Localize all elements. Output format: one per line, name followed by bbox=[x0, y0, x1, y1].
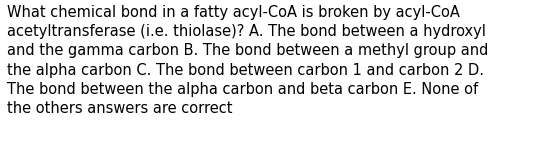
Text: What chemical bond in a fatty acyl-CoA is broken by acyl-CoA
acetyltransferase (: What chemical bond in a fatty acyl-CoA i… bbox=[7, 5, 488, 116]
